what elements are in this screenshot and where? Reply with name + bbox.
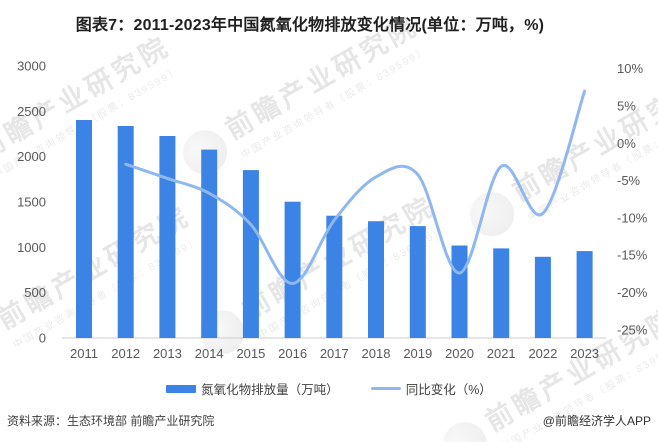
bar-2022 (534, 256, 551, 338)
bar-2012 (117, 126, 134, 338)
x-axis-label: 2019 (403, 346, 432, 361)
x-axis-label: 2011 (70, 346, 98, 361)
x-axis-label: 2016 (278, 346, 307, 361)
bar-2017 (326, 215, 343, 338)
chart-legend: 氮氧化物排放量（万吨） 同比变化（%） (0, 379, 658, 398)
y-axis-right-tick: -5% (617, 173, 641, 188)
x-axis-label: 2022 (528, 346, 557, 361)
y-axis-right-tick: -20% (617, 285, 648, 300)
bar-swatch-icon (166, 384, 197, 393)
y-axis-left-tick: 500 (24, 285, 46, 300)
bar-2023 (576, 251, 593, 338)
y-axis-right-tick: 5% (617, 99, 636, 114)
legend-item-yoy: 同比变化（%） (370, 379, 492, 398)
x-axis-label: 2014 (195, 346, 224, 361)
source-text: 资料来源：生态环境部 前瞻产业研究院 (7, 414, 215, 428)
footer: 资料来源：生态环境部 前瞻产业研究院 @前瞻经济学人APP (0, 412, 658, 429)
legend-item-emissions: 氮氧化物排放量（万吨） (166, 379, 339, 398)
y-axis-left-tick: 3000 (17, 59, 46, 74)
y-axis-right-tick: -15% (617, 248, 648, 263)
x-axis-label: 2013 (153, 346, 182, 361)
bar-2021 (493, 248, 510, 338)
legend-label-emissions: 氮氧化物排放量（万吨） (201, 383, 339, 397)
y-axis-left-tick: 1000 (17, 240, 46, 255)
x-axis-label: 2018 (362, 346, 391, 361)
x-axis-label: 2015 (236, 346, 265, 361)
bar-2011 (76, 120, 92, 338)
chart-title: 图表7：2011-2023年中国氮氧化物排放变化情况(单位：万吨，%) (75, 17, 545, 34)
y-axis-left-tick: 2000 (17, 149, 46, 164)
y-axis-right-tick: -10% (617, 210, 648, 225)
y-axis-left-tick: 0 (39, 331, 46, 346)
bar-2014 (201, 149, 218, 338)
yoy-trend-line (124, 89, 587, 286)
x-axis-label: 2012 (111, 346, 140, 361)
bar-2019 (409, 226, 426, 338)
credit-text: @前瞻经济学人APP (542, 414, 651, 428)
x-axis-label: 2021 (487, 346, 516, 361)
bar-2018 (368, 221, 384, 338)
y-axis-right-tick: 10% (617, 61, 643, 76)
line-swatch-icon (370, 387, 401, 390)
y-axis-left-tick: 2500 (17, 104, 46, 119)
y-axis-right-tick: -25% (617, 322, 648, 337)
x-axis-label: 2017 (320, 346, 349, 361)
bar-2020 (451, 245, 468, 338)
y-axis-right-tick: 0% (617, 136, 636, 151)
bar-2015 (242, 170, 259, 338)
x-axis-label: 2020 (445, 346, 474, 361)
y-axis-left-tick: 1500 (17, 195, 46, 210)
x-axis-label: 2023 (570, 346, 599, 361)
bar-2013 (159, 136, 176, 338)
bar-2016 (284, 201, 301, 338)
legend-label-yoy: 同比变化（%） (405, 383, 492, 397)
